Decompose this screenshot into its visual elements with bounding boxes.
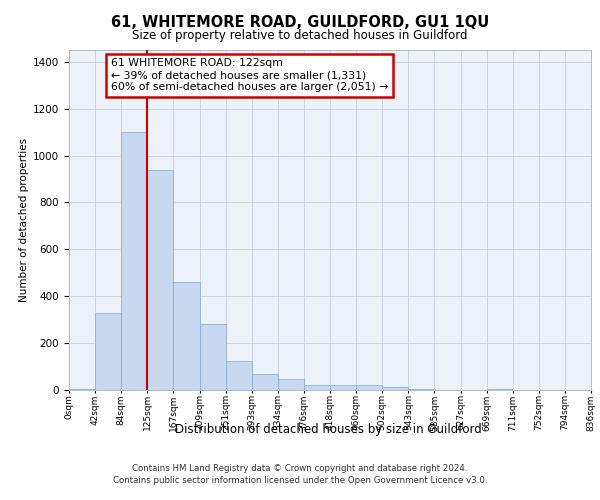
Bar [409, 389, 434, 390]
Text: Contains public sector information licensed under the Open Government Licence v3: Contains public sector information licen… [113, 476, 487, 485]
Bar [173, 282, 199, 390]
Bar [330, 386, 356, 390]
Bar [148, 170, 173, 390]
Bar [121, 132, 148, 390]
Bar [226, 360, 252, 390]
Bar [487, 389, 513, 390]
Bar [382, 387, 409, 390]
Text: 61 WHITEMORE ROAD: 122sqm
← 39% of detached houses are smaller (1,331)
60% of se: 61 WHITEMORE ROAD: 122sqm ← 39% of detac… [111, 58, 388, 92]
Text: 61, WHITEMORE ROAD, GUILDFORD, GU1 1QU: 61, WHITEMORE ROAD, GUILDFORD, GU1 1QU [111, 15, 489, 30]
Bar [278, 380, 304, 390]
Text: Size of property relative to detached houses in Guildford: Size of property relative to detached ho… [132, 29, 468, 42]
Text: Distribution of detached houses by size in Guildford: Distribution of detached houses by size … [175, 422, 482, 436]
Bar [199, 324, 226, 390]
Text: Contains HM Land Registry data © Crown copyright and database right 2024.: Contains HM Land Registry data © Crown c… [132, 464, 468, 473]
Bar [304, 386, 330, 390]
Bar [356, 386, 382, 390]
Bar [95, 312, 121, 390]
Y-axis label: Number of detached properties: Number of detached properties [19, 138, 29, 302]
Bar [252, 374, 278, 390]
Bar [69, 389, 95, 390]
